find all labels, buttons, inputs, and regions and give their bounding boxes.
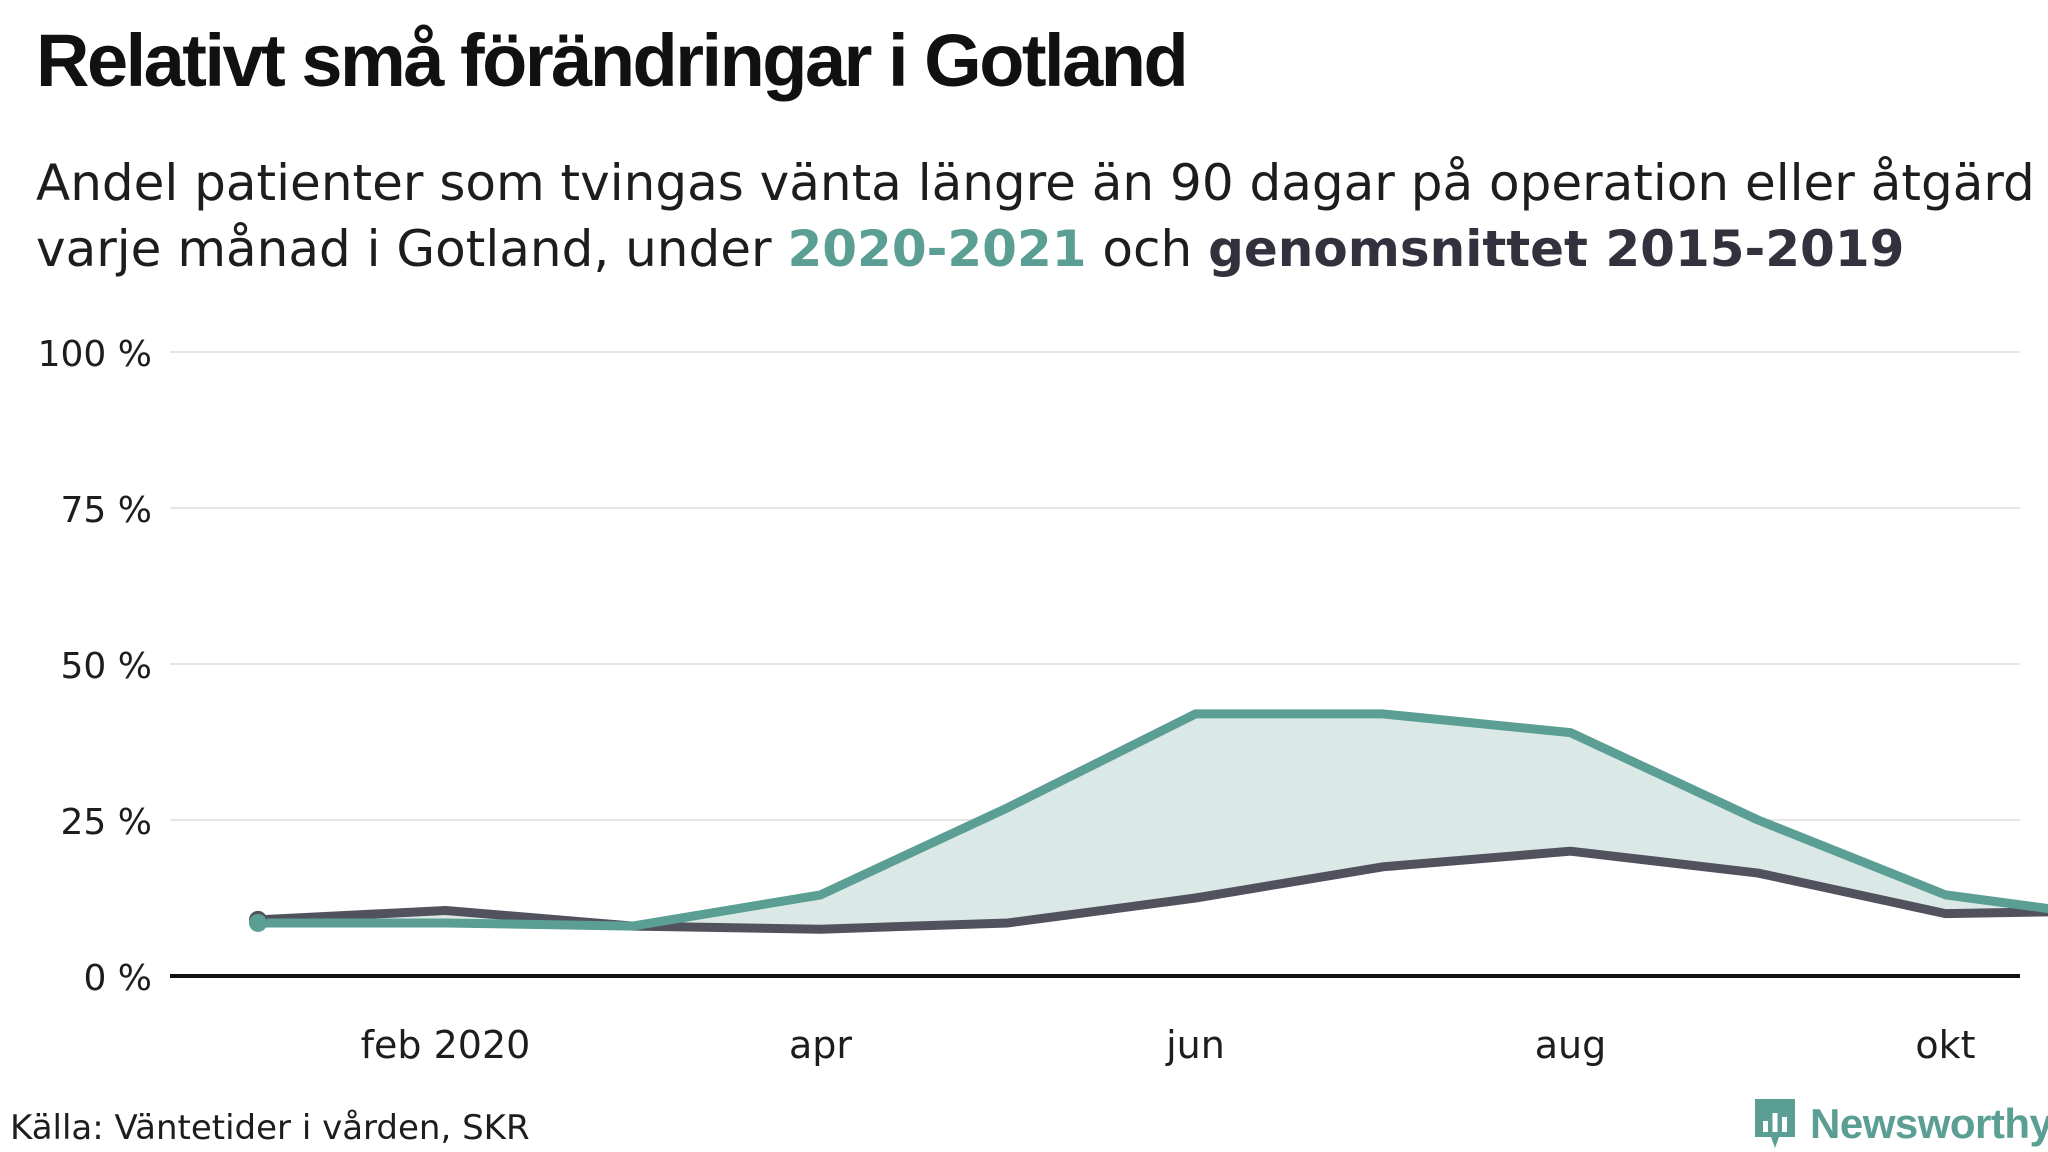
start-point-2020-2021 — [249, 913, 267, 932]
series-line-2020-2021 — [253, 709, 2048, 931]
chart-subtitle: Andel patienter som tvingas vänta längre… — [36, 150, 2035, 282]
source-note: Källa: Väntetider i vården, SKR — [10, 1108, 530, 1148]
y-tick-label-100: 100 % — [38, 334, 152, 375]
subtitle-line-2: varje månad i Gotland, under 2020-2021 o… — [36, 216, 2035, 282]
x-tick-label-0: feb 2020 — [361, 1023, 531, 1067]
chart-title: Relativt små förändringar i Gotland — [36, 19, 1189, 102]
x-tick-label-2: jun — [1165, 1023, 1225, 1067]
legend-average-2015-2019: genomsnittet 2015-2019 — [1208, 220, 1905, 278]
y-tick-label-0: 0 % — [83, 958, 152, 999]
line-chart: 0 %25 %50 %75 %100 %12 %12 %feb 2020aprj… — [38, 334, 2048, 1067]
legend-2020-2021: 2020-2021 — [787, 220, 1087, 278]
x-tick-label-4: okt — [1915, 1023, 1975, 1067]
subtitle-text-pre: varje månad i Gotland, under — [36, 220, 788, 278]
subtitle-text-mid: och — [1086, 220, 1209, 278]
y-tick-label-50: 50 % — [61, 646, 152, 687]
brand-name: Newsworthy — [1810, 1100, 2048, 1147]
x-tick-label-3: aug — [1535, 1023, 1607, 1067]
subtitle-line-1: Andel patienter som tvingas vänta längre… — [36, 154, 2035, 212]
y-tick-label-75: 75 % — [61, 490, 152, 531]
series-line-average-2015-2019 — [253, 846, 2048, 934]
x-tick-label-1: apr — [789, 1023, 852, 1067]
newsworthy-logo-icon — [1755, 1099, 1795, 1148]
brand-logo: Newsworthy — [1752, 1096, 2048, 1152]
y-tick-label-25: 25 % — [61, 802, 152, 843]
difference-area — [258, 713, 2048, 930]
